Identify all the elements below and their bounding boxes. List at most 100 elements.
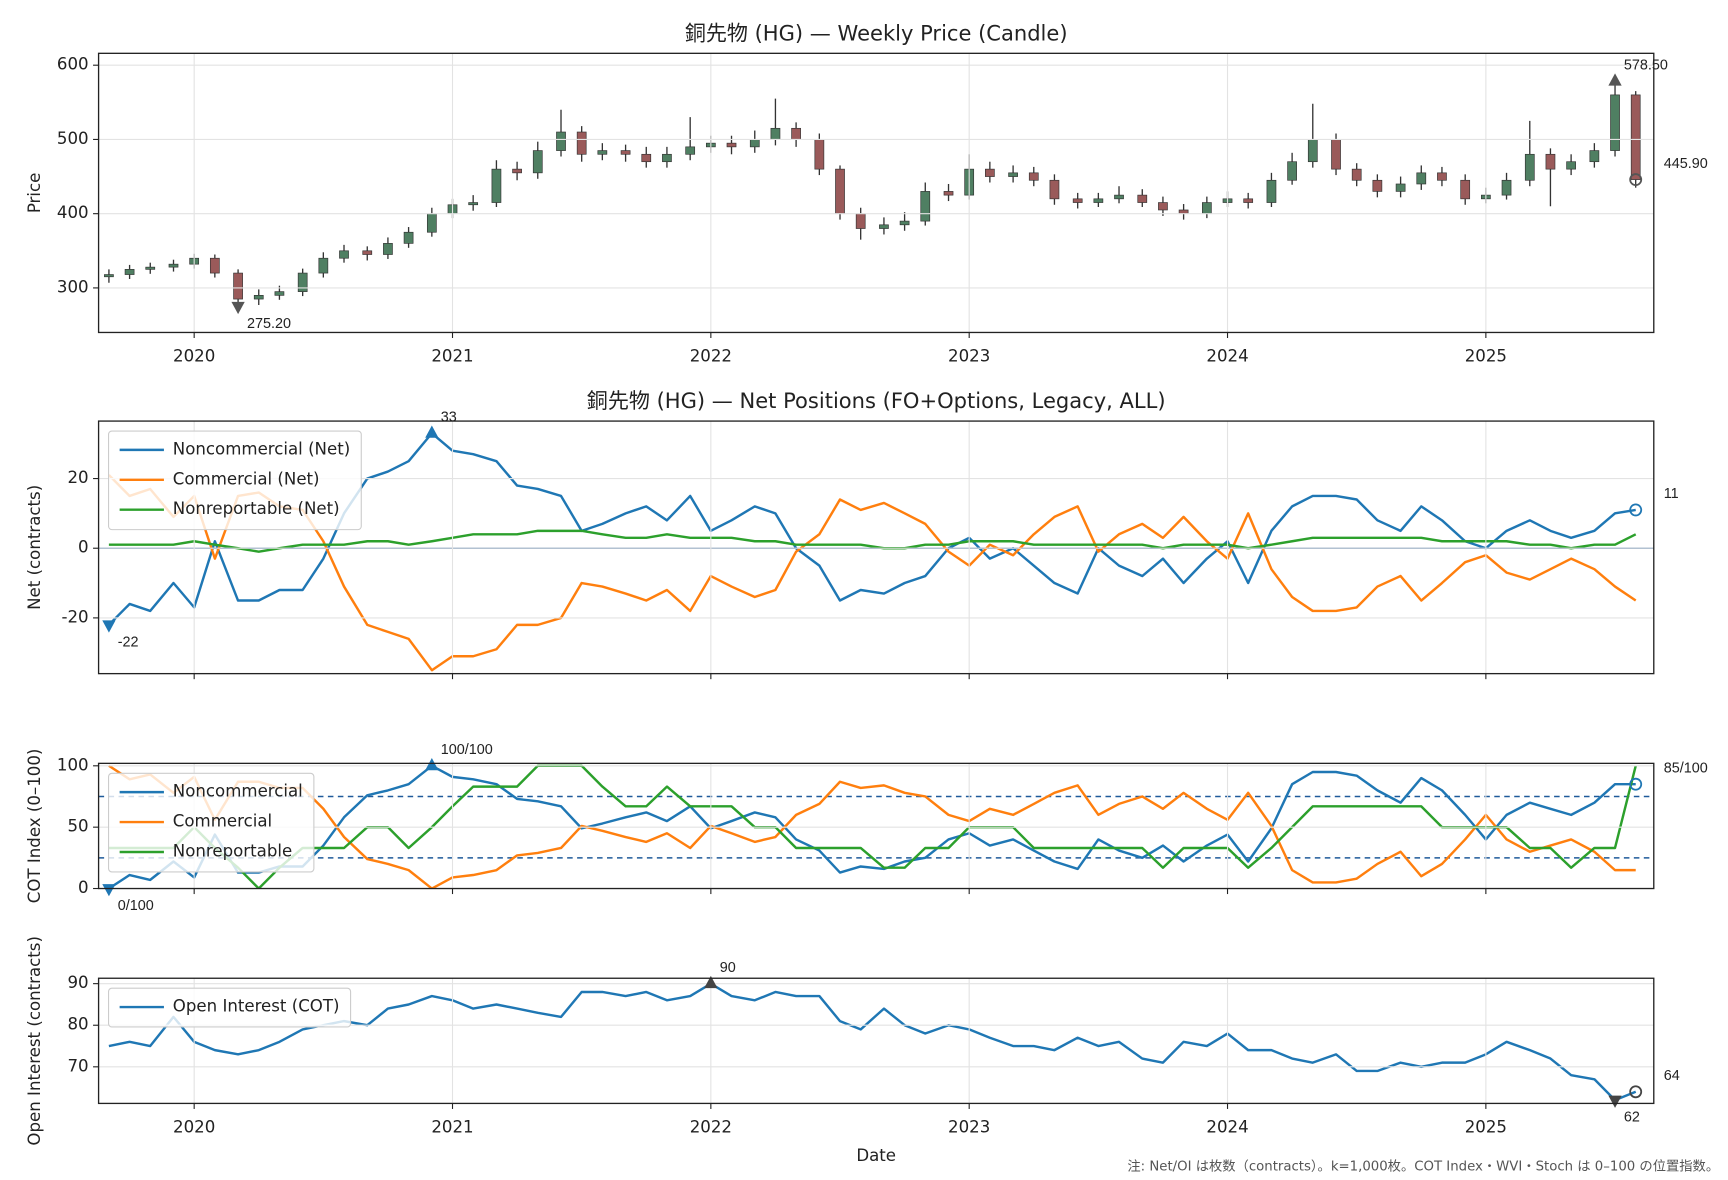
max-marker [1608,73,1622,86]
legend-box [108,430,362,531]
min-label: -22 [118,634,139,650]
legend: Noncommercial Commercial Nonreportable [108,772,315,873]
y-tick-label: 500 [57,129,89,148]
candle-body [1093,198,1104,203]
candle-body [362,250,373,255]
max-marker [425,425,439,438]
last-marker [1629,1085,1643,1099]
candle-body [685,146,696,155]
x-tick-label: 2021 [431,346,473,365]
legend-label: Nonreportable (Net) [173,499,340,518]
candle-body [556,131,566,151]
candle-body [791,127,801,140]
candle-body [879,224,889,229]
legend: Noncommercial (Net) Commercial (Net) Nonre… [108,430,362,531]
candle-body [1008,172,1018,177]
series-line [108,432,1636,626]
candle-body [1395,183,1406,192]
candle-body [145,266,156,270]
candle-body [620,150,631,155]
series-line [108,764,1636,889]
candle-body [641,153,652,163]
candle-body [1545,153,1556,170]
candle-body [1287,161,1297,181]
max-label: 90 [720,960,736,976]
candle-body [209,257,220,274]
y-axis-label: Net (contracts) [25,485,44,610]
candle-body [253,295,264,300]
candle-body [726,142,737,148]
series-line [108,982,1637,1102]
candle-body [1524,153,1535,181]
plot-frame [97,977,1655,1105]
chart-title: 銅先物 (HG) — Weekly Price (Candle) [685,20,1068,45]
max-label: 33 [441,410,457,426]
candle-body [1460,179,1471,200]
candle-body [403,231,414,244]
y-tick-label: 70 [67,1056,88,1075]
legend-label: Commercial (Net) [173,469,320,488]
legend-box [108,772,315,873]
candle-body [1501,179,1512,196]
x-tick-label: 2024 [1206,346,1248,365]
candle-body [532,150,543,174]
candle-body [491,168,502,203]
candle-body [855,213,866,229]
candle-body [749,139,760,148]
max-label: 100/100 [441,742,493,758]
y-axis-label: Price [25,173,44,214]
y-tick-label: 100 [57,755,89,774]
x-tick-label: 2020 [173,346,215,365]
candle-body [1178,209,1189,215]
candle-body [899,220,910,226]
y-tick-label: 80 [67,1015,88,1034]
candle-body [597,150,608,155]
y-tick-label: 600 [57,55,89,74]
x-tick-label: 2021 [431,1117,473,1136]
candle-body [1372,179,1383,192]
series-line [108,764,1636,889]
max-marker [704,975,718,989]
candle-body [318,257,329,274]
legend-label: Open Interest (COT) [173,997,340,1016]
min-marker [102,884,116,897]
candle-body [1566,161,1576,170]
y-tick-label: 0 [78,878,89,897]
candle-body [1331,139,1341,170]
candle-body [104,274,114,278]
candle-body [1630,94,1641,180]
min-label: 62 [1624,1110,1640,1126]
min-marker [1608,1095,1622,1108]
last-label: 64 [1664,1068,1680,1084]
candle-body [985,168,995,177]
candle-body [1307,139,1318,163]
candle-body [168,263,179,268]
min-marker [231,301,245,315]
candle-body [1437,172,1447,181]
x-tick-label: 2023 [948,346,990,365]
plot-area [98,764,1654,889]
candle-body [770,127,781,140]
candle-body [1137,194,1148,203]
last-label: 11 [1664,486,1679,502]
legend-box [108,987,352,1028]
legend: Open Interest (COT) [108,987,352,1028]
x-tick-label: 2025 [1465,1117,1507,1136]
y-tick-label: 50 [67,817,88,836]
candle-body [468,202,479,206]
legend-label: Noncommercial (Net) [173,439,350,458]
max-label: 578.50 [1624,57,1668,73]
candle-body [943,191,954,196]
min-label: 0/100 [118,898,154,914]
candle-body [1351,168,1362,181]
legend-label: Noncommercial [173,782,303,801]
y-axis-label: Open Interest (contracts) [25,936,44,1146]
candle-body [1028,172,1039,181]
candle-body [1202,202,1212,215]
candle-body [512,168,522,174]
candle-body [576,131,587,155]
candle-body [920,191,931,222]
x-tick-label: 2022 [690,346,732,365]
y-tick-label: 400 [57,203,89,222]
